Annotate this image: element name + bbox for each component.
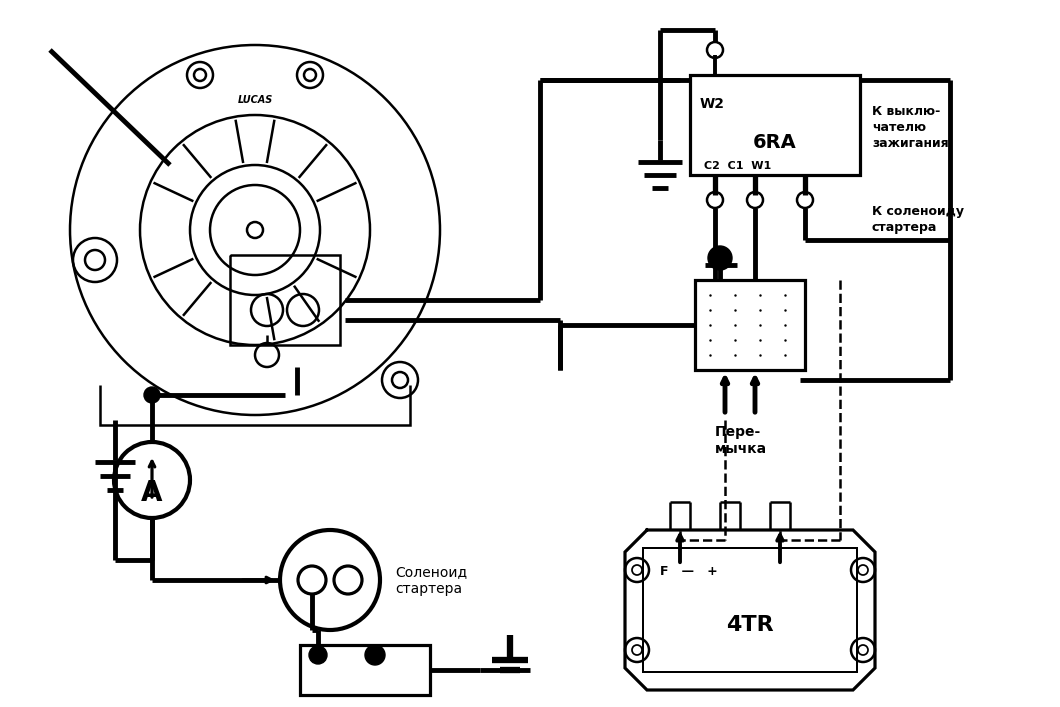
Text: −: − (368, 651, 383, 669)
Circle shape (247, 222, 263, 238)
Circle shape (144, 387, 160, 403)
Text: 6RA: 6RA (753, 133, 797, 152)
Bar (690, 75, 860, 175)
Circle shape (365, 645, 385, 665)
Text: W2: W2 (700, 97, 725, 111)
Text: Соленоид
стартера: Соленоид стартера (395, 565, 467, 596)
Text: 4TR: 4TR (726, 615, 774, 635)
Text: К соленоиду
стартера: К соленоиду стартера (872, 205, 964, 234)
Bar (643, 548, 856, 672)
Bar (300, 645, 430, 695)
Text: F   —   +: F — + (660, 565, 718, 578)
Text: A: A (141, 479, 163, 507)
Text: LUCAS: LUCAS (237, 95, 272, 105)
Polygon shape (625, 530, 874, 690)
Circle shape (310, 646, 326, 664)
Text: Пере-
мычка: Пере- мычка (716, 425, 767, 456)
Text: C2  C1  W1: C2 C1 W1 (704, 161, 772, 171)
Bar (695, 280, 805, 370)
Text: К выклю-
чателю
зажигания: К выклю- чателю зажигания (872, 105, 949, 150)
Circle shape (708, 246, 732, 270)
Text: +: + (312, 653, 324, 667)
